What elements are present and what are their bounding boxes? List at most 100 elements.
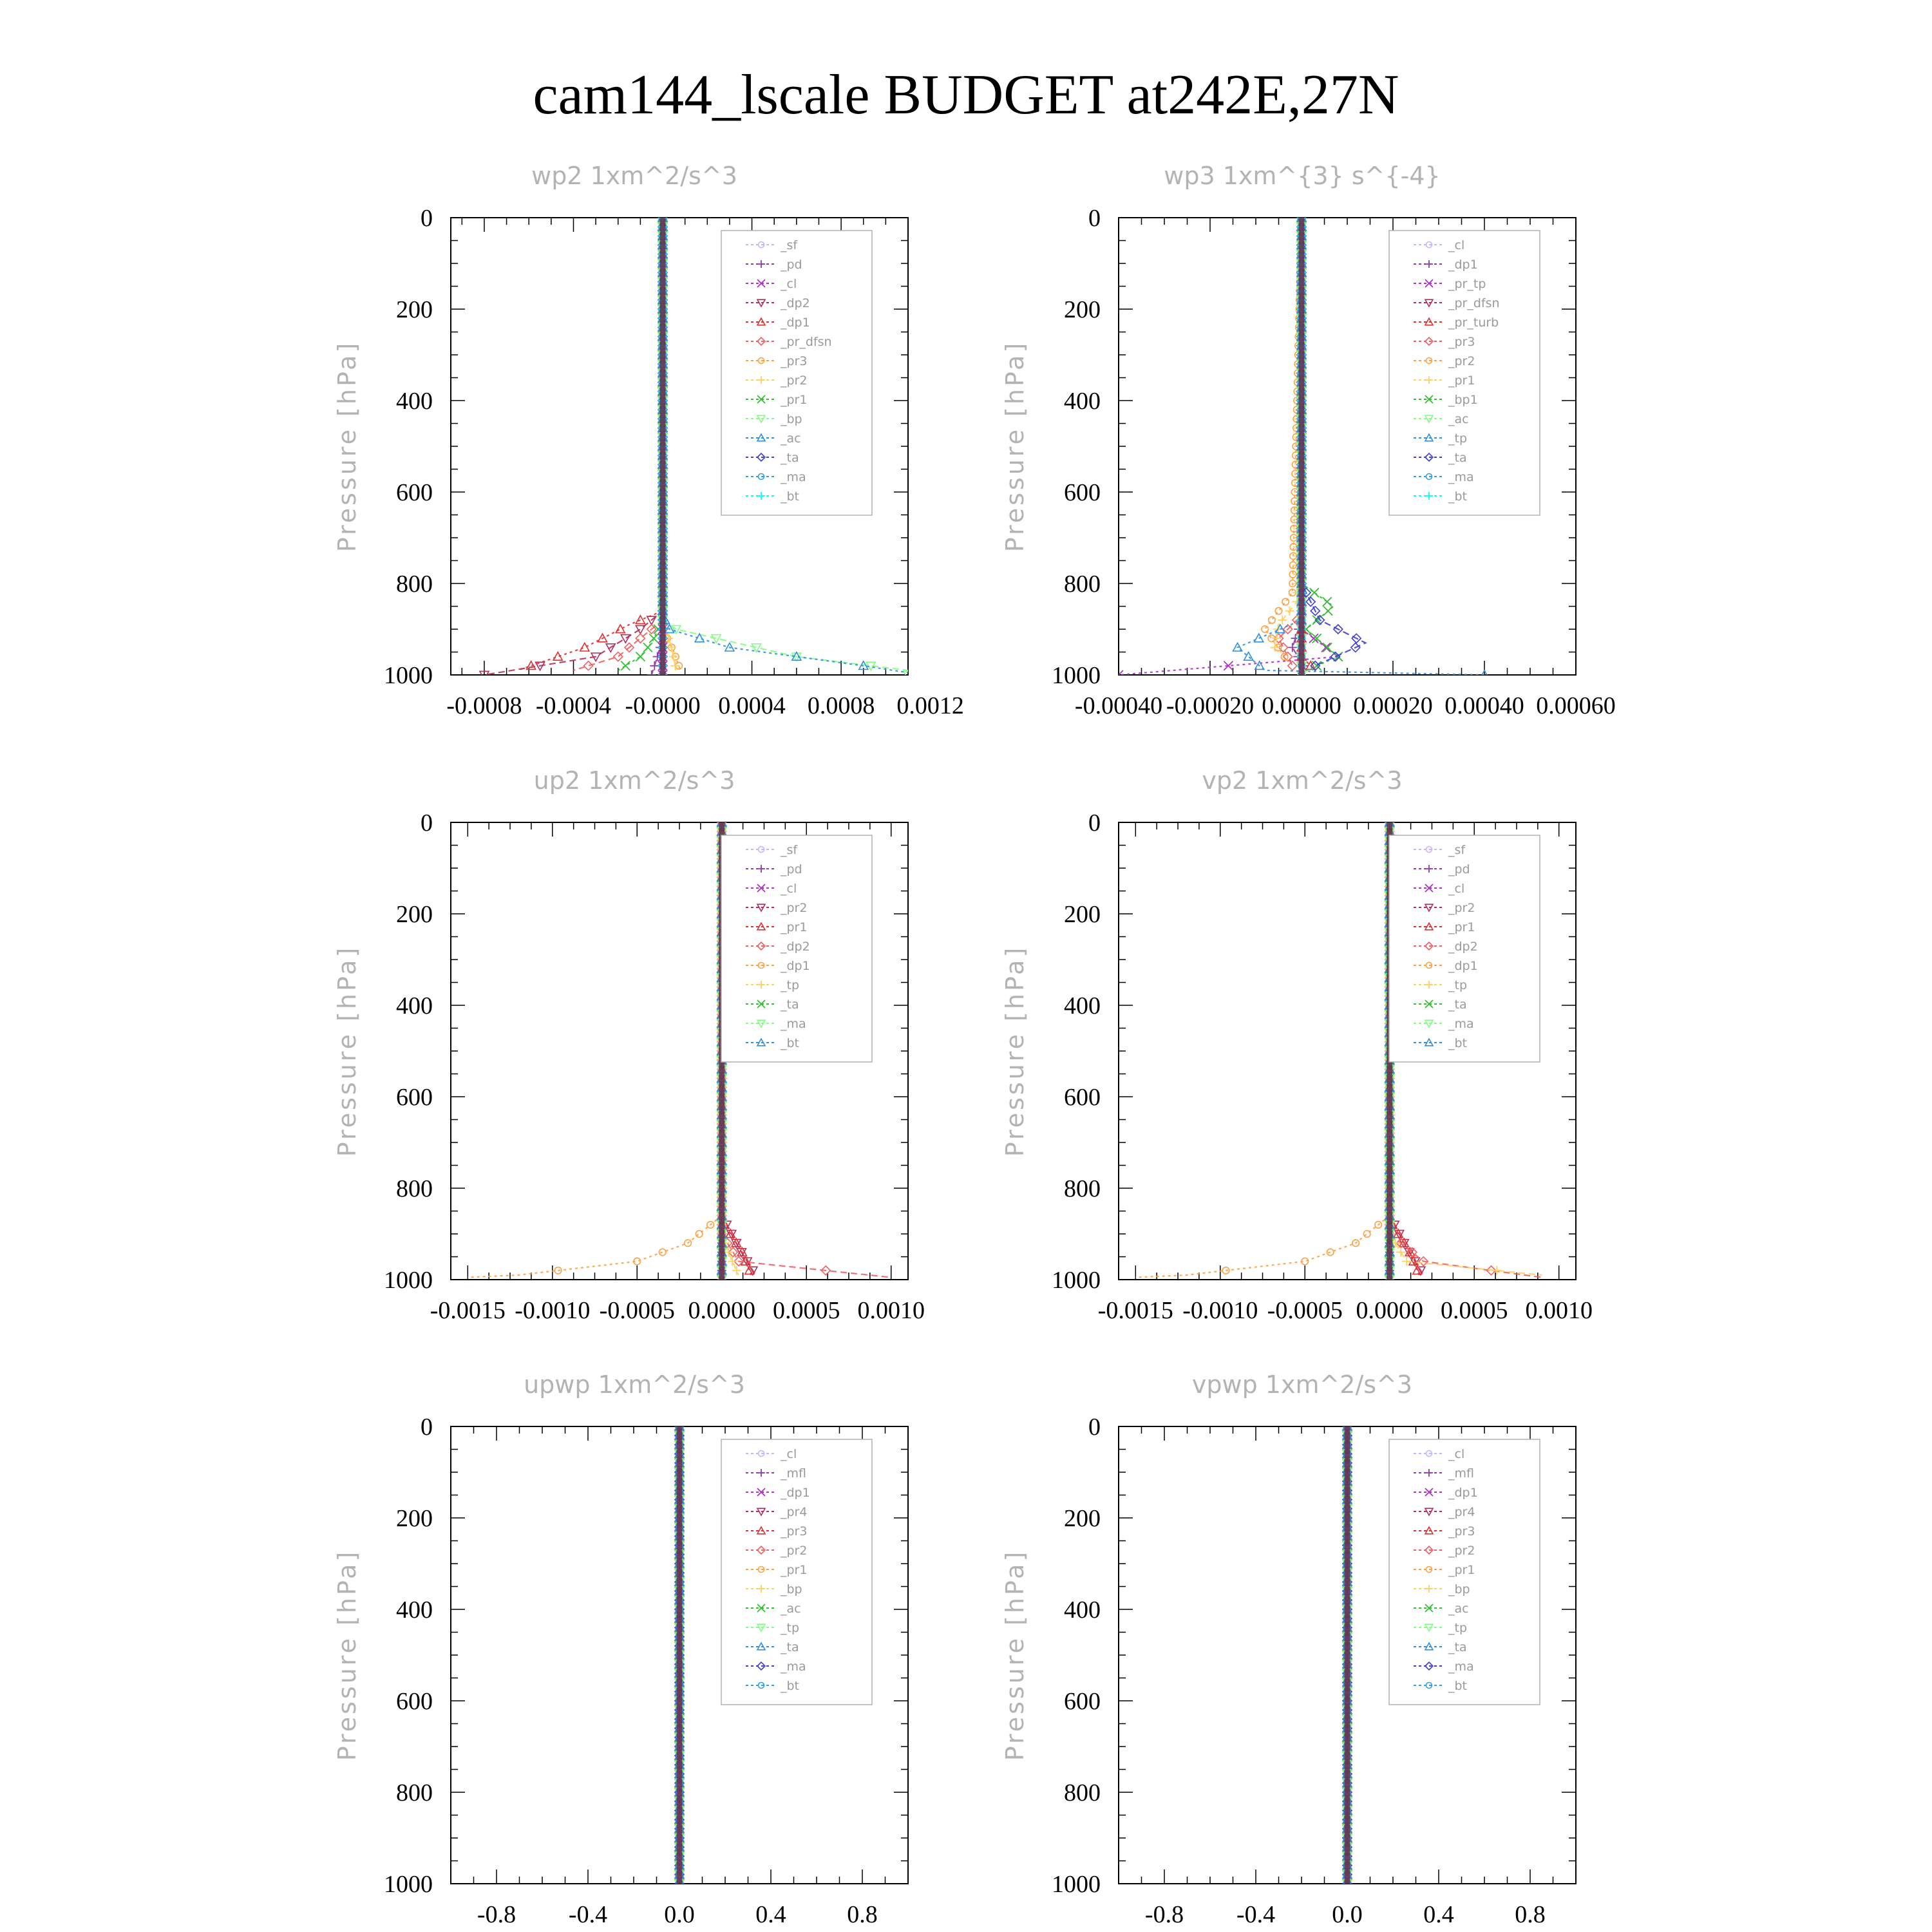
legend-marker — [1425, 1566, 1433, 1573]
data-point — [1492, 1265, 1502, 1275]
y-tick-label: 400 — [396, 1596, 433, 1624]
legend-entry: _pr3 — [1448, 1524, 1475, 1539]
legend-entry: _bp — [780, 1582, 802, 1596]
data-point — [1300, 587, 1312, 598]
legend-entry: _pr2 — [780, 1544, 807, 1558]
legend-entry: _tp — [780, 1621, 799, 1635]
data-point — [667, 643, 676, 652]
legend-marker — [1425, 1450, 1433, 1457]
legend-entry: _bp — [1448, 1582, 1470, 1596]
legend-entry: _tp — [1448, 1621, 1467, 1635]
legend-marker — [1425, 395, 1434, 404]
data-point — [623, 642, 635, 653]
series-line-pr2 — [1264, 218, 1303, 662]
legend-marker — [757, 260, 765, 268]
y-tick-label: 600 — [1064, 1084, 1101, 1111]
x-tick-label: -0.0005 — [1267, 1297, 1343, 1324]
y-tick-label: 200 — [1064, 296, 1101, 323]
data-point — [1396, 1238, 1406, 1249]
legend-marker — [1425, 884, 1434, 893]
data-point — [526, 660, 537, 670]
legend-entry: _bt — [1448, 489, 1467, 504]
y-tick-label: 800 — [396, 571, 433, 598]
y-ticks: 0 200 400 600 800 1000 — [1052, 205, 1576, 689]
data-point — [1301, 1257, 1309, 1265]
x-tick-label: 0.00040 — [1444, 692, 1524, 719]
data-point — [1285, 606, 1294, 616]
series-group — [1119, 218, 1488, 675]
y-tick-label: 800 — [396, 1175, 433, 1202]
legend-entry: _pr2 — [780, 901, 807, 915]
data-point — [1406, 1247, 1417, 1258]
legend-marker — [756, 1545, 766, 1555]
legend-entry: _ac — [780, 1602, 801, 1616]
legend: _cl _mfl _dp1 _pr4 _pr3 _pr2 _pr1 _bp _ac _tp _ta _… — [1388, 1439, 1540, 1705]
legend-entry: _dp1 — [780, 959, 810, 973]
data-point — [1287, 643, 1297, 652]
legend-marker — [757, 961, 765, 969]
legend-marker — [756, 336, 766, 346]
legend-marker — [1424, 904, 1434, 913]
x-tick-label: -0.0000 — [625, 692, 700, 719]
legend-entry: _ma — [780, 470, 806, 484]
y-axis-label: Pressure [hPa] — [1001, 945, 1029, 1157]
legend-marker — [756, 452, 766, 462]
data-point — [1398, 1237, 1410, 1247]
data-point — [1274, 623, 1286, 634]
data-point — [658, 218, 668, 223]
legend-marker — [757, 357, 765, 365]
data-point — [1418, 1256, 1429, 1267]
data-point — [1330, 651, 1341, 662]
x-tick-label: -0.0010 — [1182, 1297, 1258, 1324]
legend-marker — [1425, 981, 1433, 989]
legend-entry: _dp1 — [1448, 1486, 1478, 1500]
legend-entry: _mfl — [1448, 1466, 1474, 1481]
legend-entry: _cl — [1448, 238, 1464, 252]
legend-entry: _pr1 — [780, 1563, 807, 1577]
legend-marker — [756, 1526, 766, 1535]
data-point — [694, 632, 705, 643]
legend-entry: _cl — [780, 882, 797, 896]
legend-marker — [1424, 1508, 1434, 1517]
legend-entry: _cl — [1448, 882, 1464, 896]
legend-entry: _sf — [780, 238, 798, 252]
x-tick-label: 0.0008 — [808, 692, 875, 719]
series-group — [674, 1426, 685, 1884]
legend-entry: _pr_dfsn — [1448, 296, 1500, 310]
y-tick-label: 600 — [396, 479, 433, 506]
legend-marker — [1425, 492, 1433, 500]
panel-title: wp3 1xm^{3} s^{-4} — [1164, 162, 1440, 190]
legend-marker — [1424, 1545, 1434, 1555]
legend-marker — [757, 395, 766, 404]
data-point — [1342, 1879, 1352, 1884]
legend-entry: _dp1 — [1448, 959, 1478, 973]
legend: _cl _mfl _dp1 _pr4 _pr3 _pr2 _pr1 _bp _ac _tp _ta _… — [721, 1439, 873, 1705]
y-tick-label: 600 — [396, 1688, 433, 1715]
legend-entry: _ma — [1448, 470, 1474, 484]
legend-entry: _ma — [780, 1017, 806, 1031]
data-point — [552, 650, 564, 661]
data-point — [612, 651, 623, 662]
figure-title: cam144_lscale BUDGET at242E,27N — [533, 64, 1399, 126]
data-point — [670, 625, 682, 635]
data-point — [717, 1274, 727, 1280]
y-tick-label: 1000 — [384, 662, 433, 689]
data-point — [724, 1228, 736, 1238]
data-point — [1296, 218, 1307, 223]
legend-entry: _ma — [1448, 1660, 1474, 1674]
legend-box — [721, 1439, 873, 1705]
data-point — [583, 660, 594, 671]
legend-marker — [757, 1604, 766, 1613]
data-point — [1396, 1247, 1406, 1257]
y-tick-label: 0 — [1088, 1414, 1101, 1441]
legend-entry: _cl — [1448, 1447, 1464, 1461]
legend-marker — [1424, 1526, 1434, 1535]
legend-marker — [757, 492, 765, 500]
legend-marker — [756, 1037, 766, 1046]
x-tick-label: 0.0005 — [773, 1297, 840, 1324]
data-point — [1322, 642, 1332, 653]
y-tick-label: 400 — [396, 992, 433, 1019]
legend-entry: _dp2 — [780, 296, 810, 310]
legend-entry: _bt — [1448, 1036, 1467, 1050]
data-point — [670, 661, 680, 670]
